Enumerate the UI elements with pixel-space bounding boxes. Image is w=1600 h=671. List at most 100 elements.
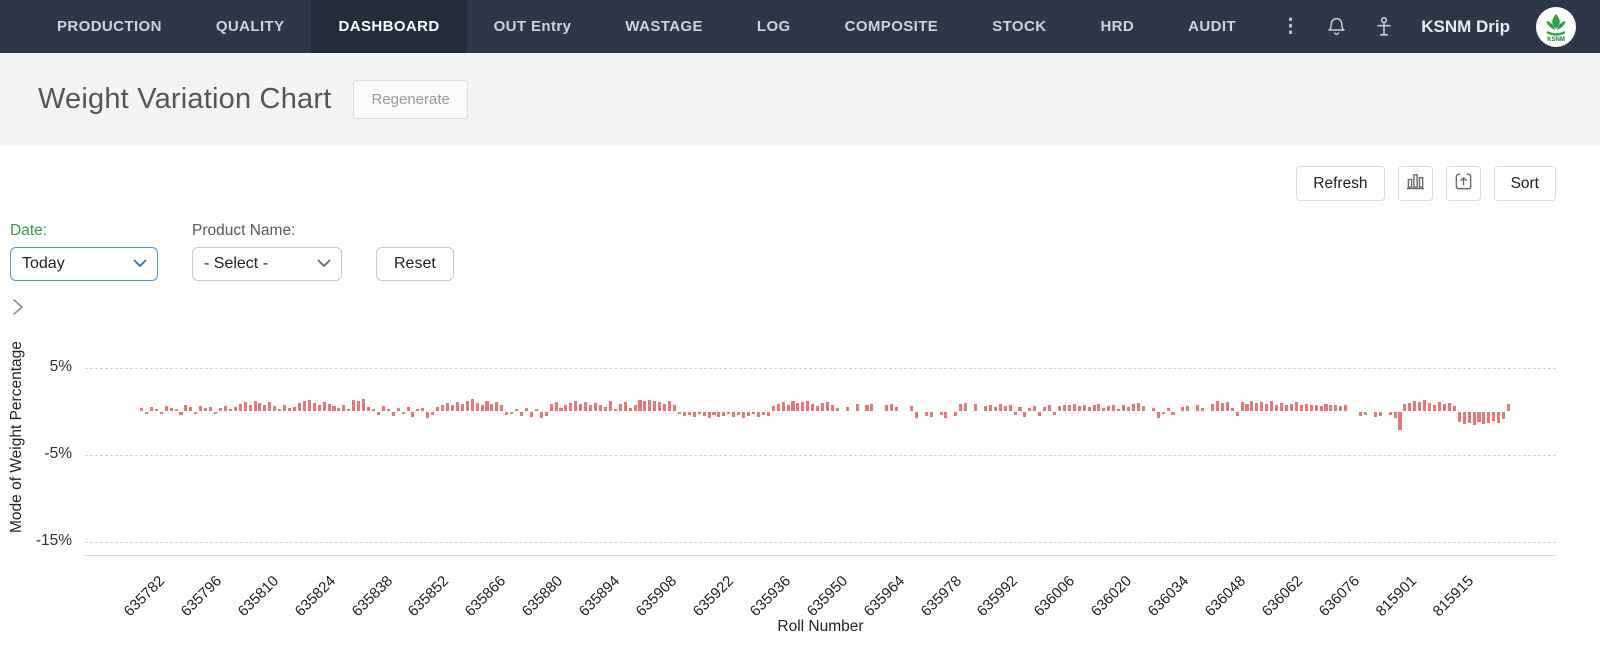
page-title: Weight Variation Chart	[38, 82, 332, 115]
bar	[974, 403, 978, 412]
filter-bar: Date: Today Product Name: - Select - Res…	[10, 222, 454, 281]
bar	[1082, 404, 1086, 412]
bar	[253, 401, 257, 412]
bar	[643, 401, 647, 412]
bar	[673, 404, 677, 412]
nav-item-production[interactable]: PRODUCTION	[57, 18, 162, 35]
bar	[914, 411, 918, 418]
bar	[1260, 401, 1264, 412]
bar	[480, 404, 484, 412]
bar	[1235, 411, 1239, 416]
chart-type-button[interactable]	[1397, 166, 1433, 201]
bar	[317, 404, 321, 412]
bar	[791, 401, 795, 412]
bar	[441, 404, 445, 412]
bar	[776, 403, 780, 412]
bar	[1373, 411, 1377, 417]
bar	[574, 401, 578, 412]
bar	[564, 404, 568, 412]
bar	[470, 399, 474, 412]
bar	[1220, 402, 1224, 412]
bar	[465, 401, 469, 412]
bar	[747, 411, 751, 416]
bar	[885, 405, 889, 412]
date-select[interactable]: Today	[10, 247, 158, 281]
nav-item-stock[interactable]: STOCK	[992, 18, 1047, 35]
bar	[648, 400, 652, 412]
product-select[interactable]: - Select -	[192, 247, 342, 281]
bell-icon[interactable]	[1325, 16, 1347, 38]
bar	[179, 411, 183, 415]
sort-button[interactable]: Sort	[1493, 166, 1556, 201]
nav-item-out-entry[interactable]: OUT Entry	[493, 18, 572, 35]
bar	[322, 401, 326, 412]
bar	[164, 406, 168, 412]
bar	[668, 401, 672, 412]
bar	[475, 402, 479, 412]
regenerate-button[interactable]: Regenerate	[353, 79, 468, 119]
bar	[1008, 405, 1012, 412]
y-tick-label: 5%	[49, 358, 72, 375]
top-navbar: PRODUCTION QUALITY DASHBOARD OUT Entry WASTA…	[0, 0, 1600, 53]
refresh-button[interactable]: Refresh	[1296, 166, 1385, 201]
bar	[895, 407, 899, 412]
bar	[1457, 411, 1461, 422]
bar	[352, 400, 356, 412]
bar	[801, 401, 805, 412]
kebab-menu-icon[interactable]: ⋮	[1280, 16, 1300, 37]
bar	[1156, 411, 1160, 419]
bar	[1437, 401, 1442, 412]
bar	[539, 411, 543, 419]
bar	[1225, 401, 1229, 412]
bar	[1487, 411, 1491, 423]
bar	[697, 411, 701, 415]
bar	[455, 401, 459, 412]
bar	[332, 406, 336, 412]
bar	[1433, 404, 1437, 412]
bar	[243, 401, 247, 412]
bar	[1472, 411, 1476, 425]
bar	[1196, 405, 1200, 412]
bar	[806, 401, 810, 412]
bar	[1028, 408, 1032, 412]
chevron-right-icon[interactable]	[10, 298, 26, 321]
nav-item-dashboard[interactable]: DASHBOARD	[311, 0, 467, 53]
bar	[204, 408, 208, 412]
bar	[1136, 402, 1140, 412]
nav-item-wastage[interactable]: WASTAGE	[625, 18, 703, 35]
bar	[1240, 401, 1244, 412]
reset-button[interactable]: Reset	[376, 247, 454, 281]
bar	[855, 403, 859, 412]
bar	[1043, 407, 1047, 412]
nav-item-hrd[interactable]: HRD	[1100, 18, 1135, 35]
bar	[1107, 406, 1111, 412]
nav-item-audit[interactable]: AUDIT	[1188, 18, 1236, 35]
bar	[1067, 405, 1071, 412]
bar	[559, 408, 563, 412]
nav-item-log[interactable]: LOG	[756, 18, 791, 35]
bar	[890, 403, 894, 412]
nav-item-quality[interactable]: QUALITY	[215, 18, 285, 35]
bar	[381, 406, 385, 412]
bar	[756, 411, 760, 417]
bar	[218, 408, 222, 412]
account-name[interactable]: KSNM Drip	[1421, 16, 1510, 36]
user-icon[interactable]	[1373, 16, 1395, 38]
bar	[835, 408, 839, 412]
bar	[307, 400, 311, 412]
bar	[613, 408, 617, 412]
bar	[924, 411, 928, 416]
bar	[1502, 411, 1506, 420]
bar	[500, 405, 504, 412]
bar	[1393, 411, 1397, 418]
export-button[interactable]	[1445, 166, 1481, 201]
bar	[1122, 405, 1126, 412]
bar	[426, 411, 430, 418]
bar	[727, 411, 731, 415]
bar	[1462, 411, 1466, 424]
nav-item-composite[interactable]: COMPOSITE	[844, 18, 939, 35]
bar	[732, 411, 736, 417]
bar	[199, 406, 203, 412]
bar	[228, 408, 232, 412]
company-logo[interactable]: KSNM	[1536, 6, 1576, 47]
